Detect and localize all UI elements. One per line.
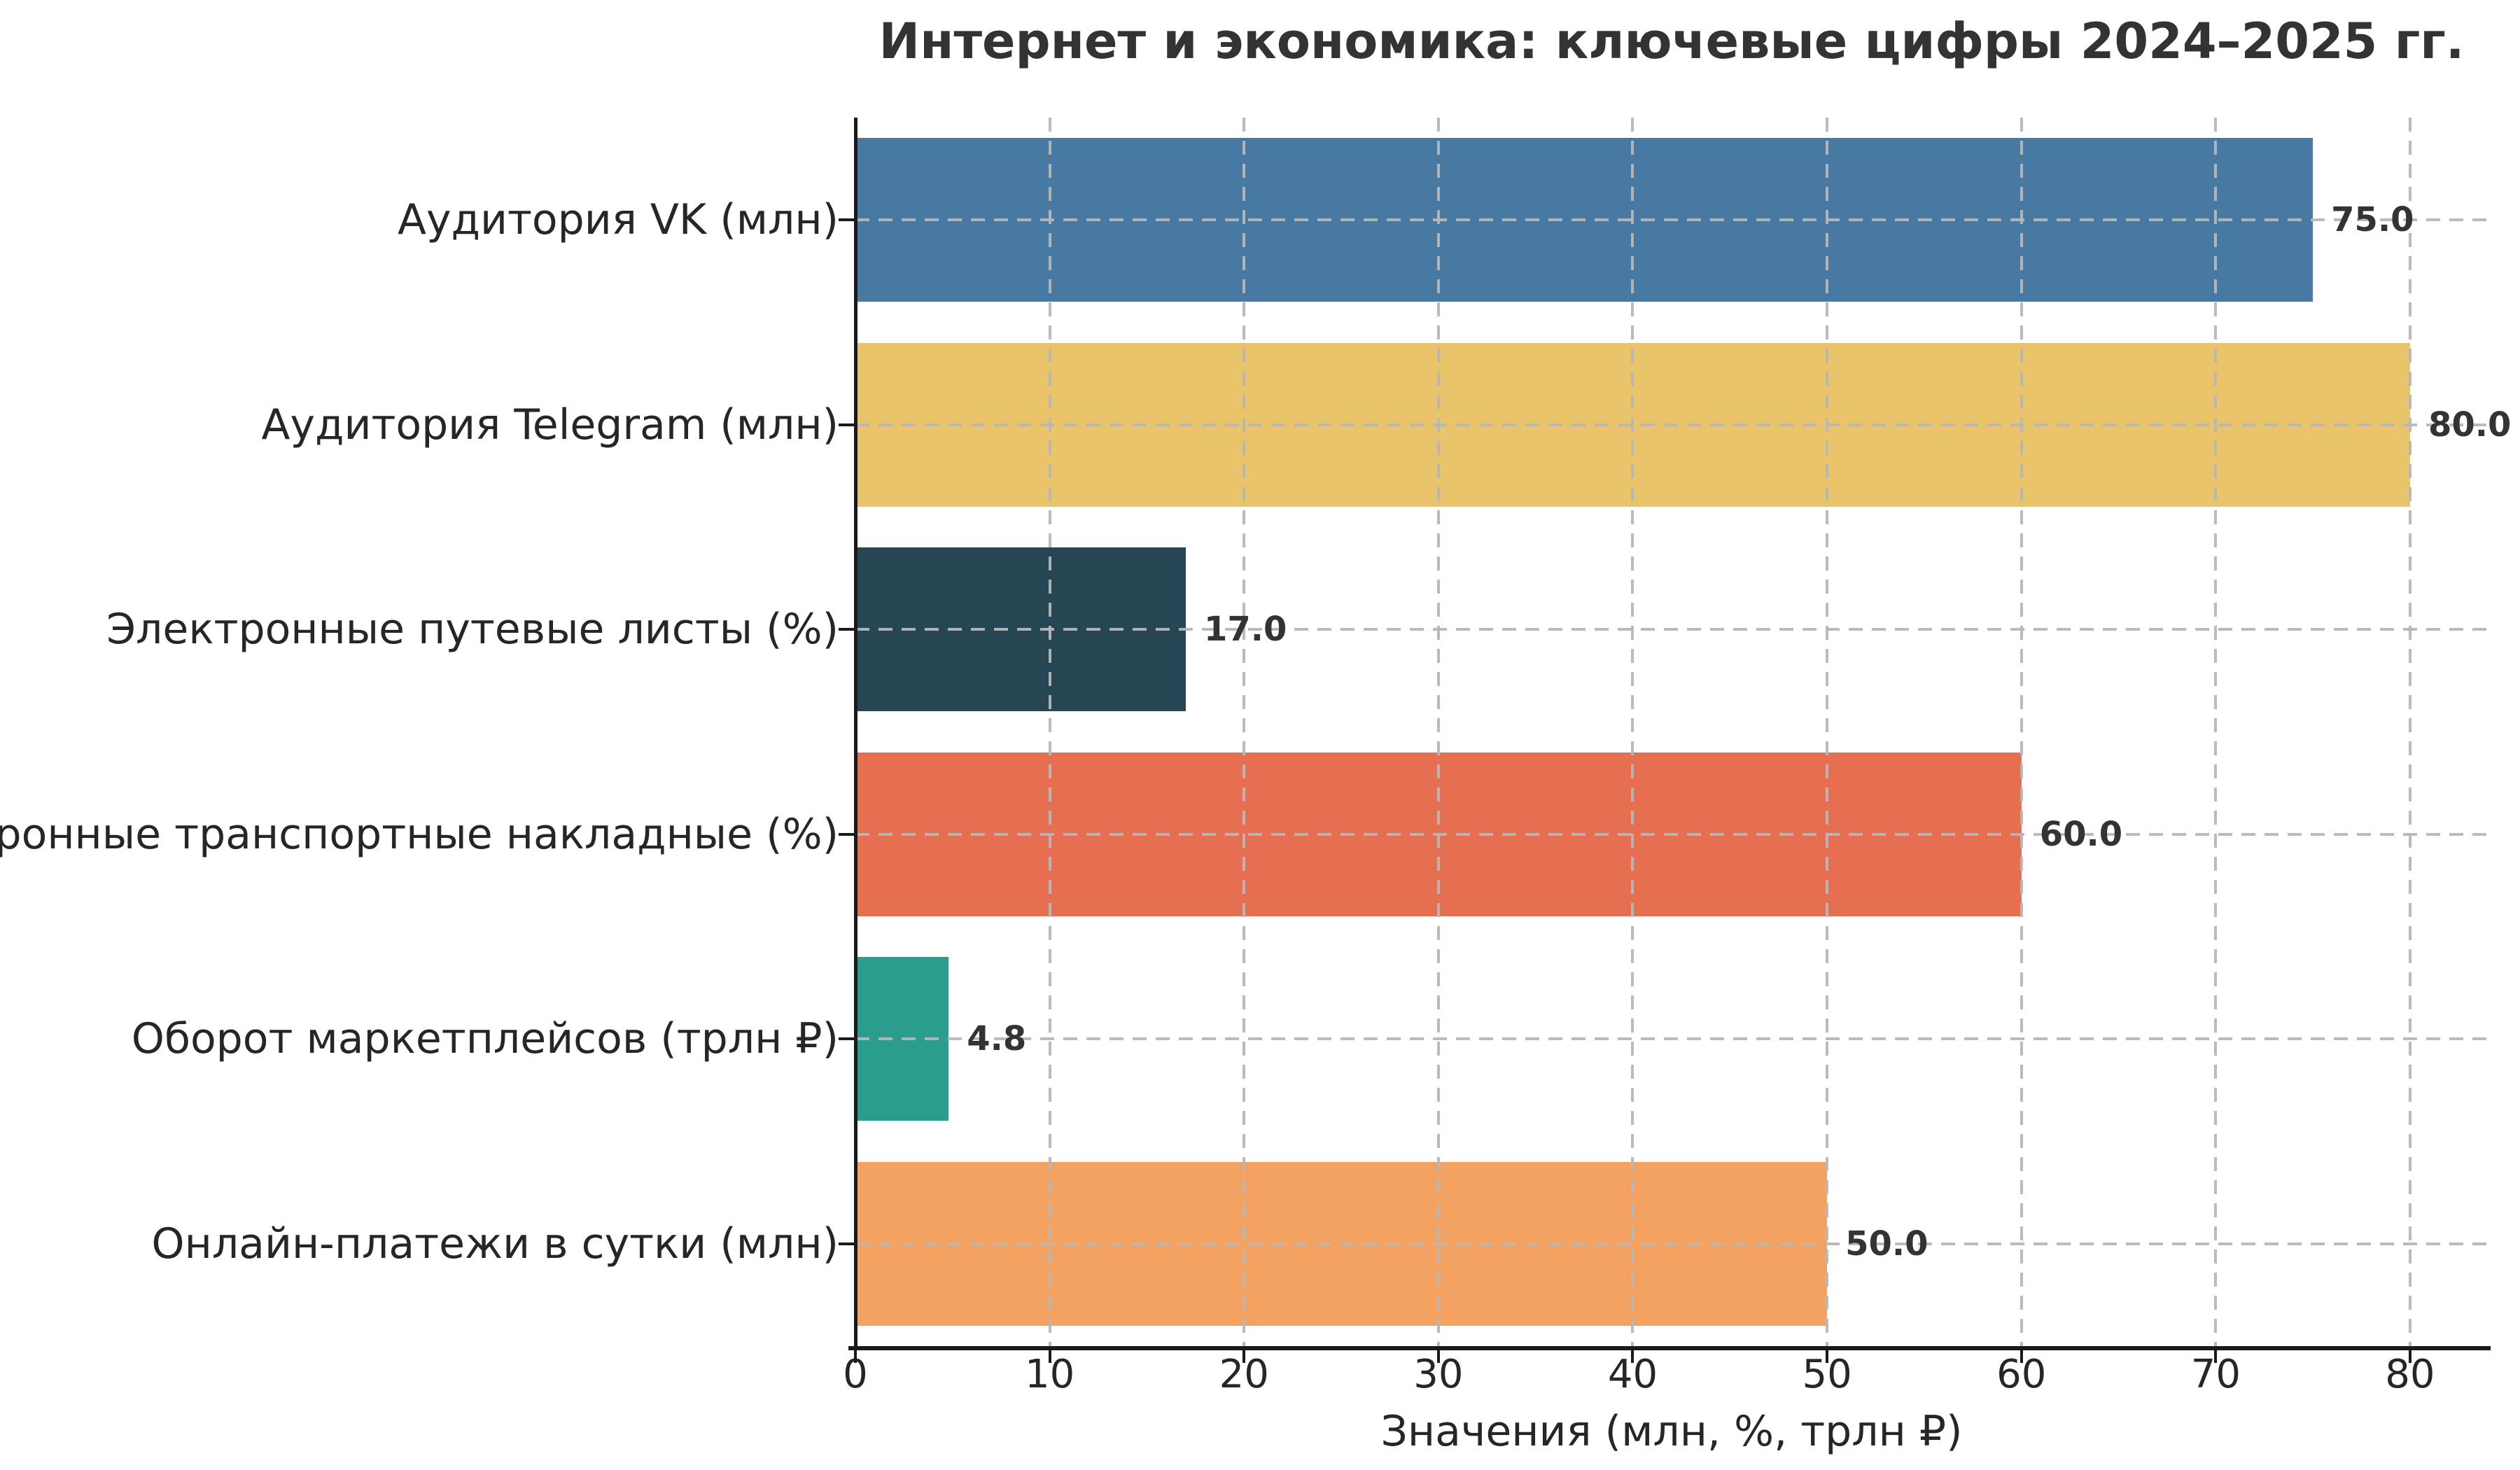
horizontal-gridline (855, 218, 2488, 222)
bar-value-label: 4.8 (967, 1019, 1027, 1059)
bar-value-label: 60.0 (2039, 814, 2123, 854)
vertical-gridline (1242, 118, 1246, 1346)
y-axis-labels: Аудитория VK (млн) Аудитория Telegram (мл… (0, 118, 855, 1346)
vertical-gridline (2408, 118, 2412, 1346)
x-axis-title: Значения (млн, %, трлн ₽) (1380, 1407, 1963, 1456)
vertical-gridline (2214, 118, 2218, 1346)
bar-value-label: 75.0 (2331, 200, 2414, 240)
y-tick-mark (839, 1037, 855, 1041)
y-axis-category-label: Онлайн-платежи в сутки (млн) (151, 1219, 839, 1268)
y-axis-category-label: Электронные путевые листы (%) (106, 605, 839, 654)
x-tick-mark (2019, 1350, 2023, 1363)
y-tick-mark (839, 1242, 855, 1245)
vertical-gridline (1436, 118, 1440, 1346)
x-tick-mark (1048, 1350, 1051, 1363)
horizontal-gridline (855, 423, 2488, 426)
horizontal-gridline (855, 1242, 2488, 1245)
vertical-gridline (1631, 118, 1634, 1346)
x-tick-mark (854, 1350, 857, 1363)
y-tick-mark (839, 218, 855, 222)
x-axis-tick-labels: 0 10 20 30 40 50 60 70 80 (843, 1354, 2488, 1396)
bar-value-label: 17.0 (1203, 610, 1287, 650)
horizontal-gridline (855, 832, 2488, 836)
plot-area: 75.0 80.0 17.0 60.0 4.8 50.0 (839, 118, 2511, 1363)
vertical-gridline (2019, 118, 2023, 1346)
y-axis-category-label: Аудитория Telegram (млн) (261, 400, 839, 449)
y-tick-mark (839, 832, 855, 836)
horizontal-gridline (855, 1037, 2488, 1041)
vertical-gridline (1048, 118, 1051, 1346)
y-axis-spine (854, 118, 858, 1350)
y-axis-category-label: Электронные транспортные накладные (%) (0, 809, 839, 859)
x-tick-mark (1436, 1350, 1440, 1363)
chart-title: Интернет и экономика: ключевые цифры 202… (878, 13, 2465, 70)
x-tick-mark (1826, 1350, 1829, 1363)
x-axis-spine (848, 1346, 2491, 1350)
y-tick-mark (839, 423, 855, 426)
vertical-gridline (1826, 118, 1829, 1346)
x-tick-mark (1242, 1350, 1246, 1363)
horizontal-gridline (855, 628, 2488, 631)
x-tick-mark (1631, 1350, 1634, 1363)
x-tick-mark (2214, 1350, 2218, 1363)
y-axis-category-label: Оборот маркетплейсов (трлн ₽) (131, 1014, 839, 1064)
y-axis-category-label: Аудитория VK (млн) (397, 195, 839, 245)
bar-value-label: 50.0 (1845, 1224, 1928, 1264)
y-tick-mark (839, 628, 855, 631)
x-tick-mark (2408, 1350, 2412, 1363)
bar-value-label: 80.0 (2428, 405, 2512, 444)
